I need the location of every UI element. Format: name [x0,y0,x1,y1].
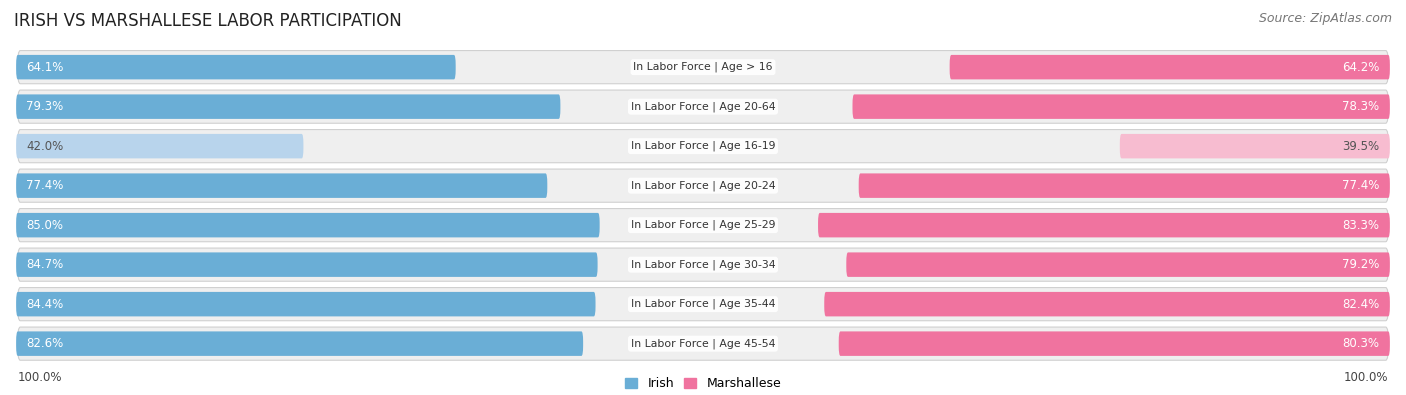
FancyBboxPatch shape [15,134,304,158]
Text: 85.0%: 85.0% [27,219,63,231]
Text: 84.4%: 84.4% [27,298,63,310]
Text: 80.3%: 80.3% [1343,337,1379,350]
Text: In Labor Force | Age 45-54: In Labor Force | Age 45-54 [631,339,775,349]
Text: 39.5%: 39.5% [1343,140,1379,152]
Text: 79.2%: 79.2% [1343,258,1379,271]
FancyBboxPatch shape [17,90,1389,123]
Text: In Labor Force | Age 16-19: In Labor Force | Age 16-19 [631,141,775,151]
Text: Source: ZipAtlas.com: Source: ZipAtlas.com [1258,12,1392,25]
Text: IRISH VS MARSHALLESE LABOR PARTICIPATION: IRISH VS MARSHALLESE LABOR PARTICIPATION [14,12,402,30]
FancyBboxPatch shape [818,213,1391,237]
Text: In Labor Force | Age > 16: In Labor Force | Age > 16 [633,62,773,72]
Text: 77.4%: 77.4% [27,179,63,192]
FancyBboxPatch shape [17,248,1389,281]
Text: 78.3%: 78.3% [1343,100,1379,113]
Text: 42.0%: 42.0% [27,140,63,152]
Text: 79.3%: 79.3% [27,100,63,113]
FancyBboxPatch shape [17,51,1389,84]
Text: In Labor Force | Age 35-44: In Labor Force | Age 35-44 [631,299,775,309]
Text: 64.2%: 64.2% [1343,61,1379,73]
FancyBboxPatch shape [17,288,1389,321]
FancyBboxPatch shape [15,173,547,198]
Text: In Labor Force | Age 30-34: In Labor Force | Age 30-34 [631,260,775,270]
Text: 84.7%: 84.7% [27,258,63,271]
FancyBboxPatch shape [15,55,456,79]
Text: 83.3%: 83.3% [1343,219,1379,231]
Text: 64.1%: 64.1% [27,61,63,73]
FancyBboxPatch shape [17,169,1389,202]
FancyBboxPatch shape [839,331,1391,356]
FancyBboxPatch shape [852,94,1391,119]
Text: 82.6%: 82.6% [27,337,63,350]
FancyBboxPatch shape [1119,134,1391,158]
FancyBboxPatch shape [15,331,583,356]
FancyBboxPatch shape [949,55,1391,79]
FancyBboxPatch shape [846,252,1391,277]
FancyBboxPatch shape [859,173,1391,198]
Text: 100.0%: 100.0% [1344,371,1389,384]
Legend: Irish, Marshallese: Irish, Marshallese [620,372,786,395]
Text: In Labor Force | Age 20-64: In Labor Force | Age 20-64 [631,102,775,112]
FancyBboxPatch shape [17,327,1389,360]
Text: 77.4%: 77.4% [1343,179,1379,192]
Text: 100.0%: 100.0% [17,371,62,384]
FancyBboxPatch shape [15,292,596,316]
Text: 82.4%: 82.4% [1343,298,1379,310]
FancyBboxPatch shape [15,213,599,237]
FancyBboxPatch shape [824,292,1391,316]
FancyBboxPatch shape [17,209,1389,242]
FancyBboxPatch shape [15,94,561,119]
Text: In Labor Force | Age 20-24: In Labor Force | Age 20-24 [631,181,775,191]
FancyBboxPatch shape [17,130,1389,163]
Text: In Labor Force | Age 25-29: In Labor Force | Age 25-29 [631,220,775,230]
FancyBboxPatch shape [15,252,598,277]
